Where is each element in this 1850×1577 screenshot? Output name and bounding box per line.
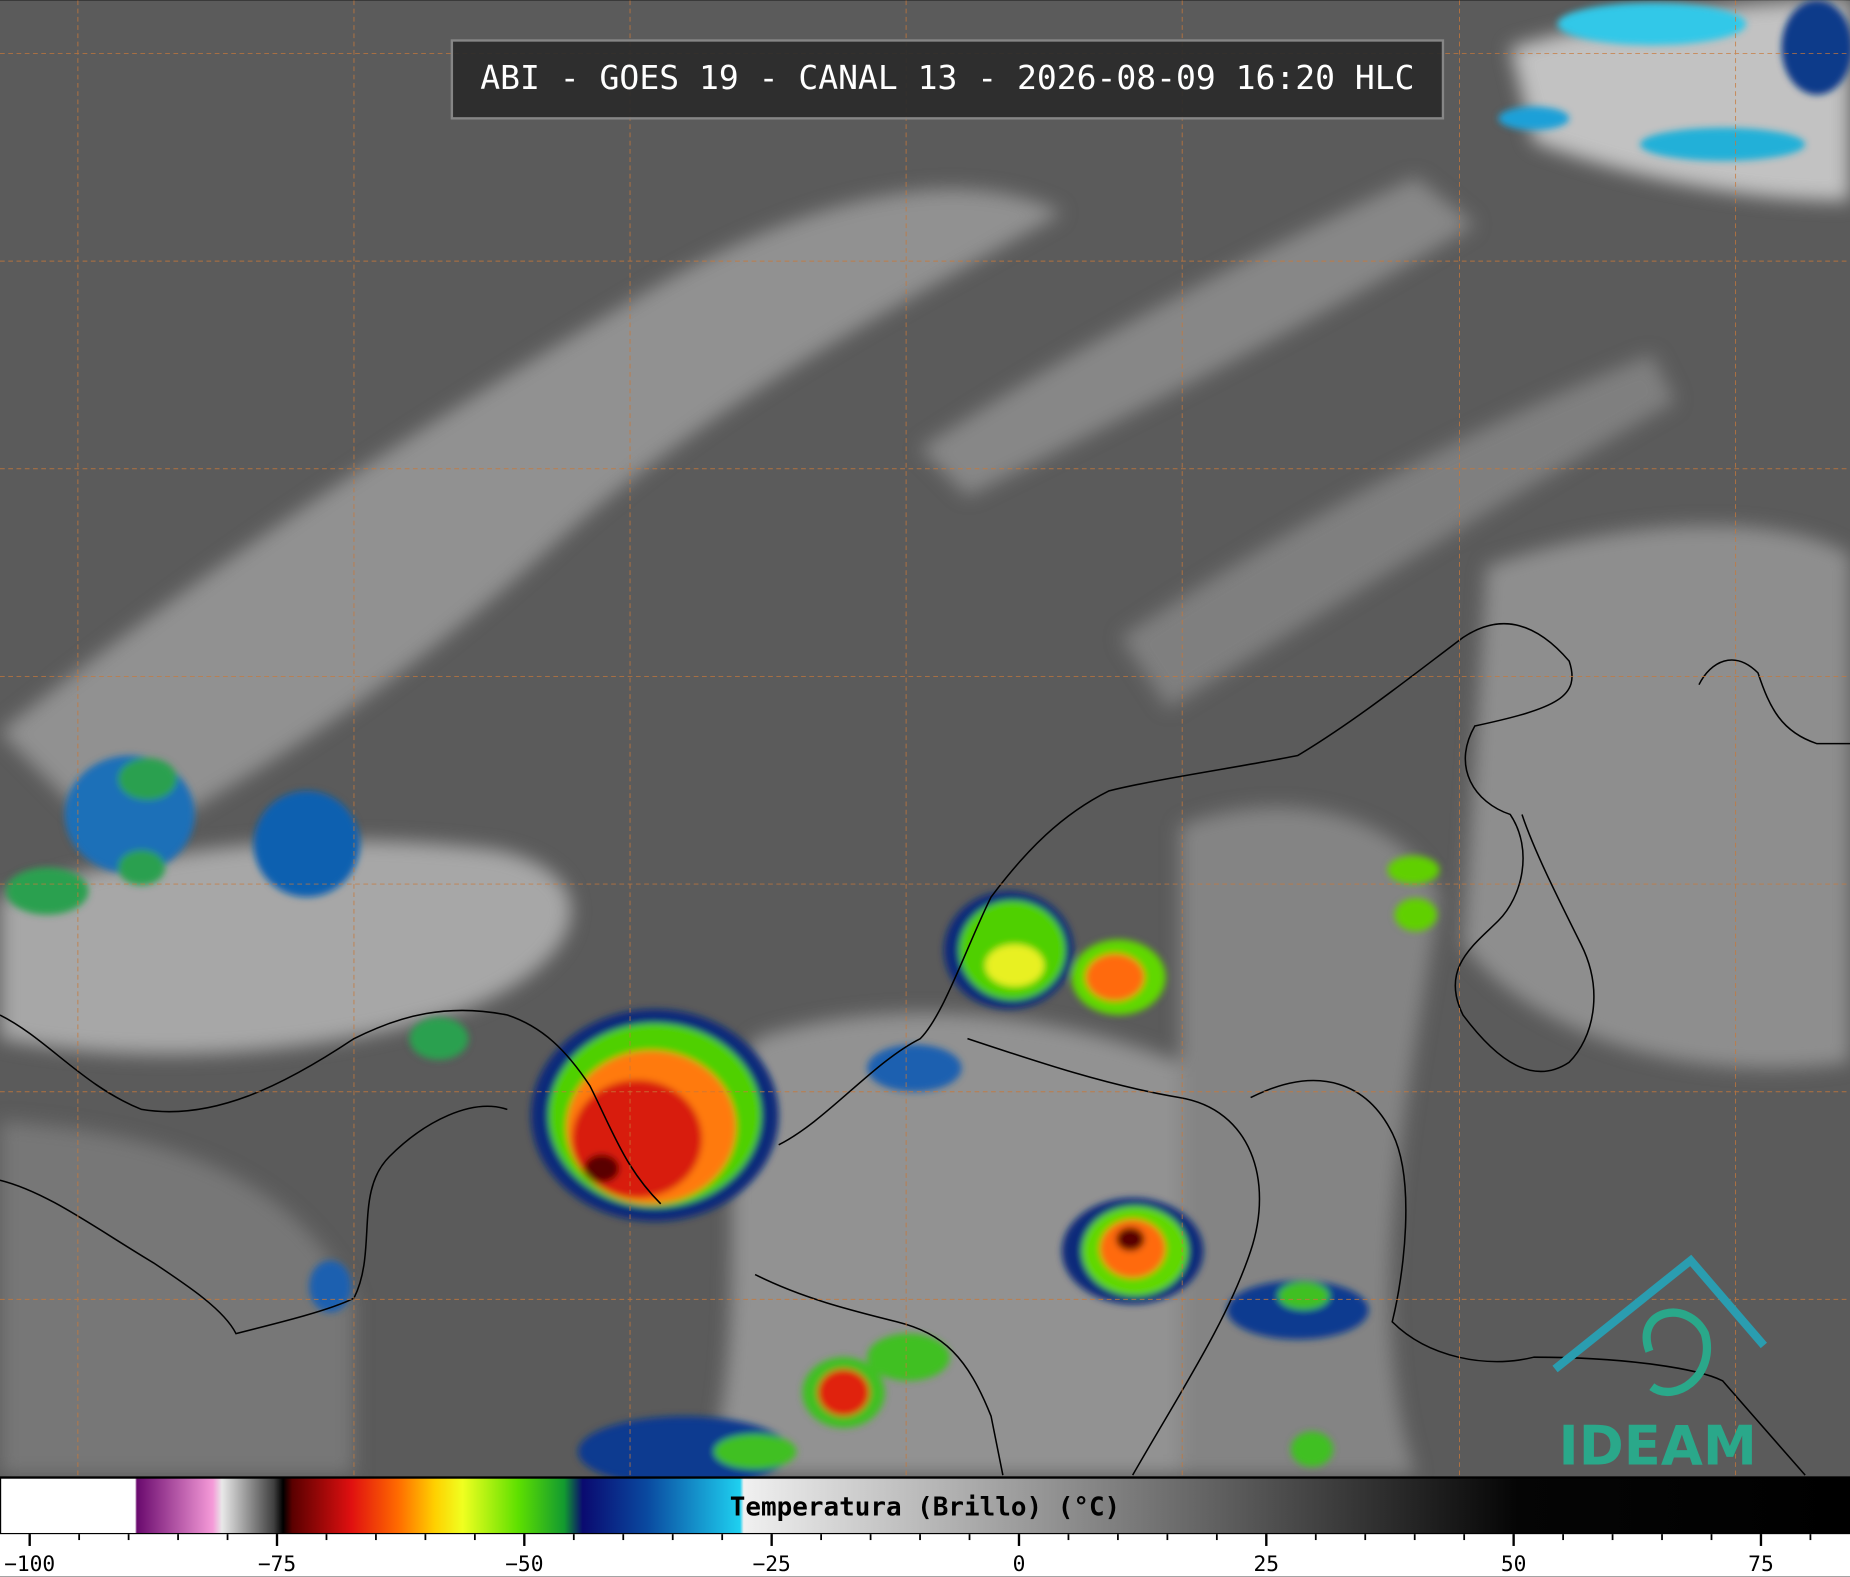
tick-label: −100	[4, 1552, 55, 1577]
tick-label: −50	[505, 1552, 543, 1577]
colorbar	[0, 1476, 1850, 1536]
clouds	[0, 0, 1850, 1476]
coastlines	[0, 623, 1850, 1476]
tick-area	[0, 1534, 1850, 1577]
title-box	[450, 39, 1445, 120]
logo-mark	[1552, 1254, 1768, 1396]
tick-label: −75	[258, 1552, 296, 1577]
logo-text: IDEAM	[1559, 1414, 1757, 1477]
tick-label: −25	[752, 1552, 790, 1577]
tick-label: 0	[1013, 1552, 1026, 1577]
tick-label: 75	[1748, 1552, 1774, 1577]
colorbar-ticks: −100 −75 −50 −25 0 25 50 75	[4, 1534, 1812, 1577]
tick-label: 25	[1254, 1552, 1280, 1577]
tick-label: 50	[1501, 1552, 1527, 1577]
title: ABI - GOES 19 - CANAL 13 - 2026-08-09 16…	[480, 58, 1414, 97]
colorbar-label: Temperatura (Brillo) (°C)	[730, 1493, 1120, 1523]
convective-cells	[5, 0, 1850, 1487]
